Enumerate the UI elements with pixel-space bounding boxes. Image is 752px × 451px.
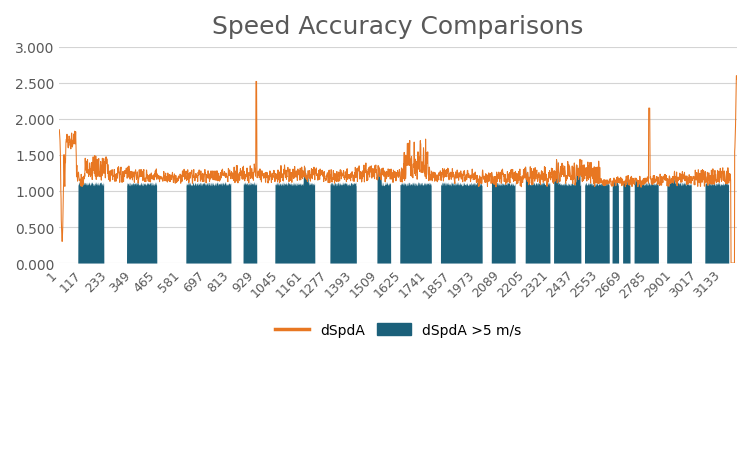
Legend: dSpdA, dSpdA >5 m/s: dSpdA, dSpdA >5 m/s (269, 318, 527, 343)
Title: Speed Accuracy Comparisons: Speed Accuracy Comparisons (213, 15, 584, 39)
